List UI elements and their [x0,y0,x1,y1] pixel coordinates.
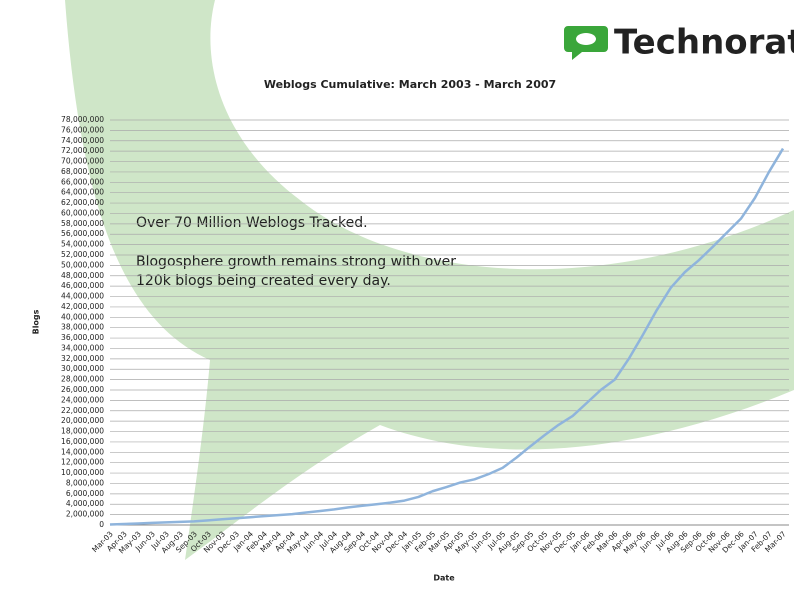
y-tick-label: 62,000,000 [61,198,104,207]
y-tick-label: 58,000,000 [61,219,104,228]
y-tick-label: 16,000,000 [61,437,104,446]
y-tick-label: 66,000,000 [61,177,104,186]
logo: Technorati [564,23,794,63]
y-tick-label: 56,000,000 [61,229,104,238]
annotation: 120k blogs being created every day. [136,273,391,289]
y-tick-label: 48,000,000 [61,271,104,280]
chart-title: Weblogs Cumulative: March 2003 - March 2… [264,78,556,91]
y-tick-label: 72,000,000 [61,146,104,155]
y-tick-label: 68,000,000 [61,167,104,176]
y-tick-label: 22,000,000 [61,406,104,415]
annotation: Over 70 Million Weblogs Tracked. [136,215,368,231]
y-tick-label: 14,000,000 [61,447,104,456]
y-tick-label: 36,000,000 [61,333,104,342]
y-tick-label: 8,000,000 [66,478,104,487]
y-tick-label: 2,000,000 [66,510,104,519]
y-tick-label: 42,000,000 [61,302,104,311]
y-tick-label: 4,000,000 [66,499,104,508]
bubble-background [65,0,794,560]
y-tick-label: 74,000,000 [61,136,104,145]
y-tick-label: 38,000,000 [61,323,104,332]
data-line [109,147,785,526]
y-tick-label: 20,000,000 [61,416,104,425]
y-tick-label: 40,000,000 [61,312,104,321]
y-tick-label: 60,000,000 [61,208,104,217]
y-tick-label: 10,000,000 [61,468,104,477]
annotation: Blogosphere growth remains strong with o… [136,254,456,270]
brand: Technorati [614,23,794,63]
logo-icon-mouth [576,33,596,45]
y-tick-label: 18,000,000 [61,427,104,436]
y-tick-label: 32,000,000 [61,354,104,363]
y-axis-label: Blogs [32,309,41,334]
y-tick-label: 28,000,000 [61,375,104,384]
y-tick-label: 30,000,000 [61,364,104,373]
y-tick-label: 44,000,000 [61,292,104,301]
y-tick-label: 64,000,000 [61,188,104,197]
x-axis-label: Date [433,574,455,583]
y-tick-label: 24,000,000 [61,395,104,404]
y-tick-label: 12,000,000 [61,458,104,467]
y-tick-label: 6,000,000 [66,489,104,498]
y-tick-label: 76,000,000 [61,125,104,134]
y-tick-label: 34,000,000 [61,343,104,352]
y-tick-label: 78,000,000 [61,115,104,124]
y-tick-label: 50,000,000 [61,260,104,269]
y-tick-label: 70,000,000 [61,157,104,166]
y-tick-label: 26,000,000 [61,385,104,394]
y-tick-label: 52,000,000 [61,250,104,259]
y-tick-label: 0 [99,520,104,529]
y-tick-label: 54,000,000 [61,240,104,249]
y-tick-label: 46,000,000 [61,281,104,290]
